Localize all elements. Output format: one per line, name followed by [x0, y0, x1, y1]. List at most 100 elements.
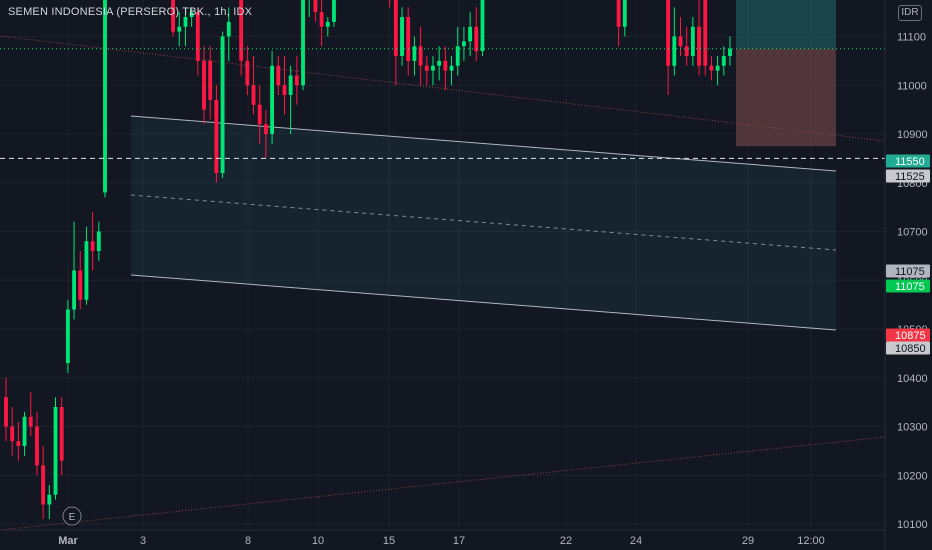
- candle-body: [406, 17, 411, 61]
- candle-body: [257, 104, 262, 125]
- candle-body: [294, 75, 299, 86]
- price-tick-label: 10100: [897, 519, 928, 531]
- candle-body: [47, 494, 52, 505]
- currency-button[interactable]: IDR: [898, 5, 922, 21]
- time-tick-label: 22: [560, 535, 572, 547]
- candle-body: [270, 65, 275, 134]
- price-label-text: 11075: [895, 281, 925, 293]
- candle-body: [35, 426, 39, 466]
- candle-body: [59, 407, 64, 461]
- candles-layer: [4, 0, 732, 520]
- candle-body: [703, 0, 708, 66]
- candle-body: [313, 0, 318, 13]
- price-label-box: [886, 154, 930, 168]
- candle-body: [690, 26, 695, 56]
- candle-body: [4, 397, 8, 427]
- candle-body: [195, 12, 200, 61]
- price-tick-label: 10700: [897, 227, 928, 239]
- trend-channels: [0, 35, 886, 531]
- time-tick-label: Mar: [58, 535, 78, 547]
- chart-title: SEMEN INDONESIA (PERSERO) TBK., 1h, IDX: [8, 6, 253, 18]
- candle-body: [443, 60, 448, 71]
- time-axis[interactable]: Mar 3 8 10 15 17 22 24 29 12:00: [0, 529, 885, 547]
- time-tick-label: 3: [140, 535, 146, 547]
- price-label-text: 10850: [895, 343, 926, 355]
- time-tick-label: 29: [742, 535, 754, 547]
- candle-body: [325, 21, 330, 27]
- candle-body: [418, 46, 423, 66]
- candle-body: [468, 26, 473, 42]
- horizontal-lines: [0, 48, 885, 159]
- candle-body: [622, 0, 627, 27]
- candle-body: [72, 270, 76, 310]
- candle-body: [400, 17, 404, 56]
- earnings-marker-circle: [62, 506, 82, 526]
- candle-body: [412, 46, 417, 61]
- candle-body: [53, 407, 58, 495]
- channel-bottom: [130, 274, 837, 331]
- price-tick-label: 10900: [897, 129, 928, 141]
- candle-body: [282, 85, 287, 95]
- channel-mid: [130, 194, 837, 251]
- price-label-box: [886, 169, 930, 183]
- candle-body: [288, 75, 293, 95]
- price-label-box: [886, 264, 930, 278]
- time-tick-label: 8: [245, 535, 251, 547]
- candle-body: [22, 416, 27, 446]
- candle-body: [715, 65, 720, 71]
- candle-body: [319, 12, 324, 27]
- time-tick-label: 24: [630, 535, 642, 547]
- lower-trendline: [0, 436, 886, 531]
- time-tick-label: 17: [453, 535, 465, 547]
- earnings-marker[interactable]: E: [62, 506, 82, 526]
- candle-body: [214, 99, 219, 173]
- price-label-box: [886, 328, 930, 342]
- candle-body: [697, 26, 701, 66]
- candle-body: [276, 65, 281, 86]
- target-zone: [736, 0, 836, 49]
- price-tick-label: 11100: [897, 32, 926, 44]
- candle-body: [10, 426, 15, 442]
- candle-body: [263, 124, 268, 134]
- candle-body: [332, 0, 336, 22]
- candle-body: [226, 21, 231, 37]
- candle-body: [220, 36, 225, 173]
- candle-body: [96, 231, 101, 251]
- candle-body: [177, 26, 182, 32]
- candle-body: [709, 65, 714, 71]
- stop-zone: [736, 48, 836, 147]
- candle-body: [103, 0, 107, 193]
- candle-body: [301, 0, 305, 86]
- time-tick-label: 10: [312, 535, 324, 547]
- price-tick-label: 10400: [897, 373, 928, 385]
- candle-body: [616, 0, 621, 27]
- candle-body: [684, 46, 689, 56]
- candle-body: [41, 465, 46, 505]
- candle-body: [202, 60, 206, 110]
- price-label-box: [886, 341, 930, 355]
- candle-body: [171, 0, 175, 32]
- candle-body: [189, 12, 194, 17]
- time-tick-label: 15: [383, 535, 395, 547]
- price-label-text: 11525: [895, 171, 925, 183]
- price-label-text: 11075: [895, 266, 925, 278]
- candle-body: [431, 65, 435, 71]
- candle-body: [461, 41, 466, 47]
- candle-body: [437, 60, 442, 66]
- price-tick-label: 10300: [897, 422, 928, 434]
- candle-body: [728, 48, 732, 56]
- candle-body: [90, 241, 95, 251]
- candle-body: [16, 441, 21, 446]
- candle-body: [480, 0, 485, 52]
- candle-body: [424, 65, 429, 71]
- candle-body: [239, 0, 244, 61]
- price-label-text: 11550: [895, 156, 925, 168]
- candle-body: [183, 17, 188, 27]
- channel-top: [130, 115, 837, 172]
- grid-lines: [0, 0, 885, 530]
- candle-body: [449, 65, 454, 71]
- candle-body: [666, 0, 671, 66]
- candle-body: [678, 36, 683, 47]
